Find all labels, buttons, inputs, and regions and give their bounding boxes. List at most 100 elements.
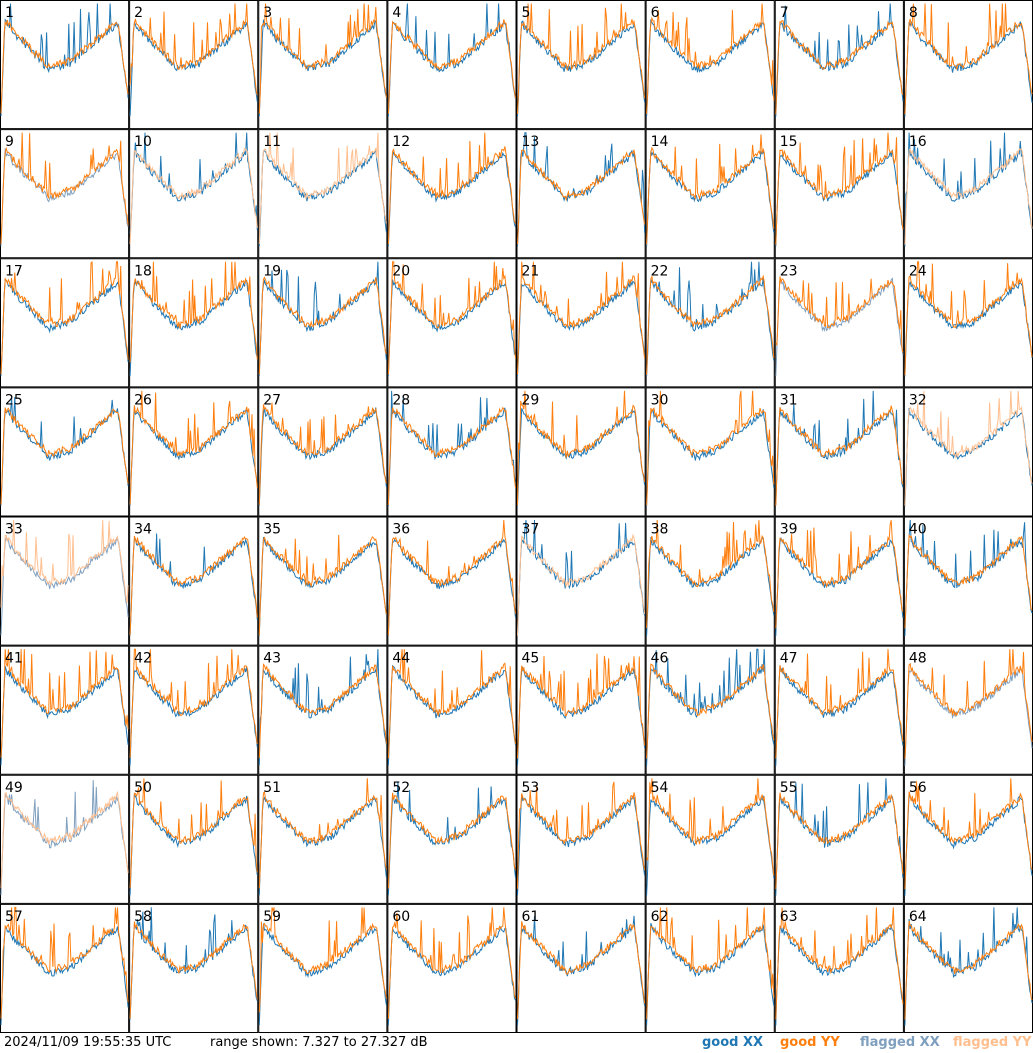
panel-label: 27	[263, 392, 281, 408]
panel-label: 55	[780, 780, 798, 796]
panel-border	[903, 0, 1033, 130]
series-yy-line	[0, 260, 129, 375]
panel-label: 46	[651, 651, 669, 667]
series-xx-line	[517, 915, 646, 1026]
panel-39: 39	[774, 516, 904, 646]
panel-border	[129, 387, 259, 517]
panel-border	[0, 645, 130, 775]
series-yy-line	[904, 920, 1033, 1020]
panel-11: 11	[258, 129, 388, 259]
series-yy-line	[0, 790, 129, 889]
series-xx-line	[387, 150, 516, 247]
series-xx-line	[904, 794, 1033, 896]
series-yy-line	[775, 276, 904, 353]
series-yy-line	[258, 402, 387, 505]
series-yy-line	[0, 519, 129, 608]
series-xx-line	[129, 666, 258, 766]
panel-border	[129, 903, 259, 1033]
panel-51: 51	[258, 774, 388, 904]
panel-border	[645, 645, 775, 775]
panel-6: 6	[645, 0, 775, 130]
panel-label: 47	[780, 651, 798, 667]
panel-63: 63	[774, 903, 904, 1033]
series-xx-line	[387, 279, 516, 376]
panel-21: 21	[516, 258, 646, 388]
series-yy-line	[904, 261, 1033, 376]
panel-border	[645, 387, 775, 517]
panel-label: 12	[392, 134, 410, 150]
panel-border	[387, 645, 517, 775]
panel-64: 64	[903, 903, 1033, 1033]
series-xx-line	[646, 409, 775, 507]
panel-label: 2	[134, 5, 143, 21]
series-yy-line	[0, 19, 129, 114]
series-yy-line	[258, 534, 387, 636]
panel-57: 57	[0, 903, 130, 1033]
timestamp: 2024/11/09 19:55:35 UTC	[4, 1035, 172, 1050]
legend-flagged-yy: flagged YY	[953, 1035, 1032, 1050]
series-yy-line	[517, 533, 646, 636]
panel-44: 44	[387, 645, 517, 775]
panel-label: 40	[909, 522, 927, 538]
series-yy-line	[646, 907, 775, 1020]
series-xx-line	[904, 281, 1033, 377]
series-xx-line	[517, 519, 646, 636]
panel-40: 40	[903, 516, 1033, 646]
series-yy-line	[129, 3, 258, 96]
panel-border	[129, 129, 259, 259]
legend-good-xx: good XX	[702, 1035, 764, 1050]
panel-border	[258, 0, 388, 130]
legend-good-yy: good YY	[780, 1035, 840, 1050]
panel-label: 51	[263, 780, 281, 796]
series-yy-line	[258, 132, 387, 245]
series-yy-line	[904, 534, 1033, 629]
panel-border	[774, 129, 904, 259]
series-yy-line	[517, 781, 646, 889]
panel-label: 29	[522, 392, 540, 408]
panel-19: 19	[258, 258, 388, 388]
panel-border	[258, 903, 388, 1033]
panel-label: 7	[780, 5, 789, 21]
series-yy-line	[387, 519, 516, 636]
series-yy-line	[517, 921, 646, 1020]
series-yy-line	[775, 520, 904, 629]
series-yy-line	[775, 907, 904, 1020]
panel-border	[387, 0, 517, 130]
panel-border	[774, 387, 904, 517]
panel-border	[129, 258, 259, 388]
panel-10: 10	[129, 129, 259, 259]
series-xx-line	[258, 649, 387, 766]
panel-26: 26	[129, 387, 259, 517]
panel-border	[0, 129, 130, 259]
panel-label: 1	[5, 5, 14, 21]
series-yy-line	[129, 147, 258, 245]
panel-12: 12	[387, 129, 517, 259]
panel-label: 60	[392, 909, 410, 925]
panel-border	[774, 645, 904, 775]
panel-border	[645, 0, 775, 130]
panel-border	[516, 903, 646, 1033]
panel-border	[645, 516, 775, 646]
panel-58: 58	[129, 903, 259, 1033]
panel-4: 4	[387, 0, 517, 130]
panel-border	[387, 258, 517, 388]
series-yy-line	[904, 649, 1033, 759]
panel-border	[258, 258, 388, 388]
series-yy-line	[904, 3, 1033, 115]
panel-36: 36	[387, 516, 517, 646]
series-xx-line	[775, 778, 904, 896]
series-yy-line	[258, 3, 387, 114]
panel-label: 44	[392, 651, 410, 667]
series-xx-line	[0, 278, 129, 376]
series-yy-line	[904, 778, 1033, 890]
panel-border	[0, 258, 130, 388]
series-yy-line	[258, 276, 387, 375]
panel-label: 49	[5, 780, 23, 796]
panel-border	[774, 903, 904, 1033]
series-yy-line	[517, 149, 646, 245]
series-yy-line	[129, 261, 258, 363]
panel-13: 13	[516, 129, 646, 259]
panel-16: 16	[903, 129, 1033, 259]
panel-label: 10	[134, 134, 152, 150]
